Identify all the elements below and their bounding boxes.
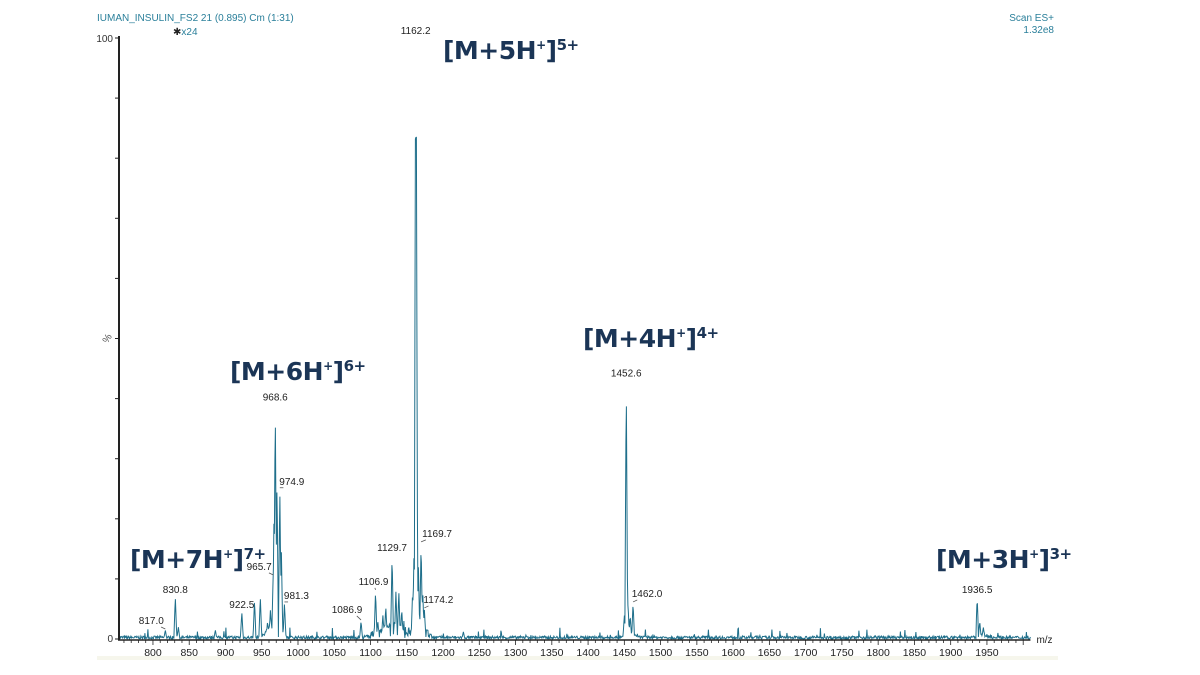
proton-charge: + [676, 326, 686, 340]
ion-label: [M+7H [130, 545, 224, 574]
magnification-label: ✱x24 [173, 27, 198, 38]
x-tick-label: 1950 [975, 647, 999, 659]
bracket-close: ] [1038, 545, 1050, 574]
magnification-value: x24 [181, 27, 198, 38]
proton-charge: + [536, 38, 546, 52]
charge-state: 6+ [343, 357, 367, 375]
peak-leader-line [160, 626, 166, 630]
bracket-close: ] [232, 545, 244, 574]
peak-label: 974.9 [279, 477, 304, 488]
charge-state: 5+ [556, 36, 580, 54]
bracket-close: ] [685, 324, 697, 353]
x-tick-label: 1450 [613, 647, 637, 659]
x-tick-label: 1600 [721, 647, 745, 659]
scan-mode: Scan ES+ [1009, 13, 1054, 24]
bracket-close: ] [545, 36, 557, 65]
peak-label: 1129.7 [377, 543, 407, 554]
peak-label: 1462.0 [632, 589, 663, 600]
ion-label: [M+3H [936, 545, 1030, 574]
x-tick-label: 1800 [866, 647, 890, 659]
y-tick-label: 100 [96, 34, 113, 45]
charge-state-annotation: [M+3H+]3+ [936, 545, 1072, 574]
x-tick-label: 800 [144, 647, 162, 659]
peak-leader-line [356, 615, 362, 621]
x-tick-label: 1550 [685, 647, 709, 659]
x-tick-label: 1500 [649, 647, 673, 659]
peak-label: 981.3 [284, 591, 309, 602]
x-tick-label: 850 [180, 647, 198, 659]
x-tick-label: 1350 [540, 647, 564, 659]
spectrum-trace [118, 136, 1031, 641]
magnify-marker-icon: ✱ [173, 27, 182, 38]
proton-charge: + [1029, 547, 1039, 561]
x-tick-label: 1900 [939, 647, 963, 659]
x-tick-label: 900 [217, 647, 235, 659]
peak-label: 830.8 [163, 585, 188, 596]
peak-leader-line [374, 587, 376, 591]
ion-label: [M+4H [583, 324, 677, 353]
peak-label: 922.5 [229, 600, 254, 611]
x-tick-label: 1050 [323, 647, 347, 659]
x-tick-label: 1400 [576, 647, 600, 659]
charge-state-annotation: [M+4H+]4+ [583, 324, 719, 353]
x-tick-label: 1300 [504, 647, 528, 659]
bracket-close: ] [332, 357, 344, 386]
sample-header: IUMAN_INSULIN_FS2 21 (0.895) Cm (1:31) [97, 13, 294, 24]
x-tick-label: 1700 [794, 647, 818, 659]
charge-state-annotation: [M+5H+]5+ [443, 36, 579, 65]
x-tick-label: 1650 [758, 647, 782, 659]
x-tick-label: 1100 [359, 647, 382, 659]
x-tick-label: 950 [253, 647, 271, 659]
charge-state: 3+ [1049, 545, 1073, 563]
y-axis-label: % [101, 332, 115, 345]
charge-state: 7+ [243, 545, 267, 563]
y-tick-label: 0 [107, 634, 113, 645]
x-axis-label: m/z [1036, 635, 1052, 646]
peak-label: 1162.2 [401, 26, 431, 37]
charge-state-annotation: [M+6H+]6+ [230, 357, 366, 386]
ion-label: [M+5H [443, 36, 537, 65]
x-tick-label: 1150 [395, 647, 418, 659]
x-tick-label: 1850 [903, 647, 927, 659]
peak-label: 1174.2 [423, 595, 453, 606]
peak-label: 1106.9 [359, 577, 389, 588]
x-tick-label: 1200 [431, 647, 455, 659]
peak-label: 968.6 [263, 393, 288, 404]
x-tick-label: 1000 [286, 647, 310, 659]
x-tick-label: 1250 [468, 647, 492, 659]
proton-charge: + [223, 547, 233, 561]
base-peak-intensity: 1.32e8 [1023, 25, 1054, 36]
charge-state-annotation: [M+7H+]7+ [130, 545, 266, 574]
peak-leader-line [268, 572, 274, 576]
peak-label: 1086.9 [332, 605, 363, 616]
ion-label: [M+6H [230, 357, 324, 386]
peak-leader-line [424, 605, 429, 609]
peak-label: 817.0 [139, 616, 164, 627]
charge-state: 4+ [696, 324, 720, 342]
peak-label: 965.7 [247, 562, 272, 573]
bottom-band [97, 656, 1058, 660]
proton-charge: + [323, 359, 333, 373]
peak-label: 1936.5 [962, 585, 993, 596]
peak-label: 1452.6 [611, 369, 642, 380]
x-tick-label: 1750 [830, 647, 854, 659]
peak-leader-line [420, 539, 427, 543]
peak-label: 1169.7 [422, 529, 452, 540]
peak-leader-line [632, 599, 638, 603]
